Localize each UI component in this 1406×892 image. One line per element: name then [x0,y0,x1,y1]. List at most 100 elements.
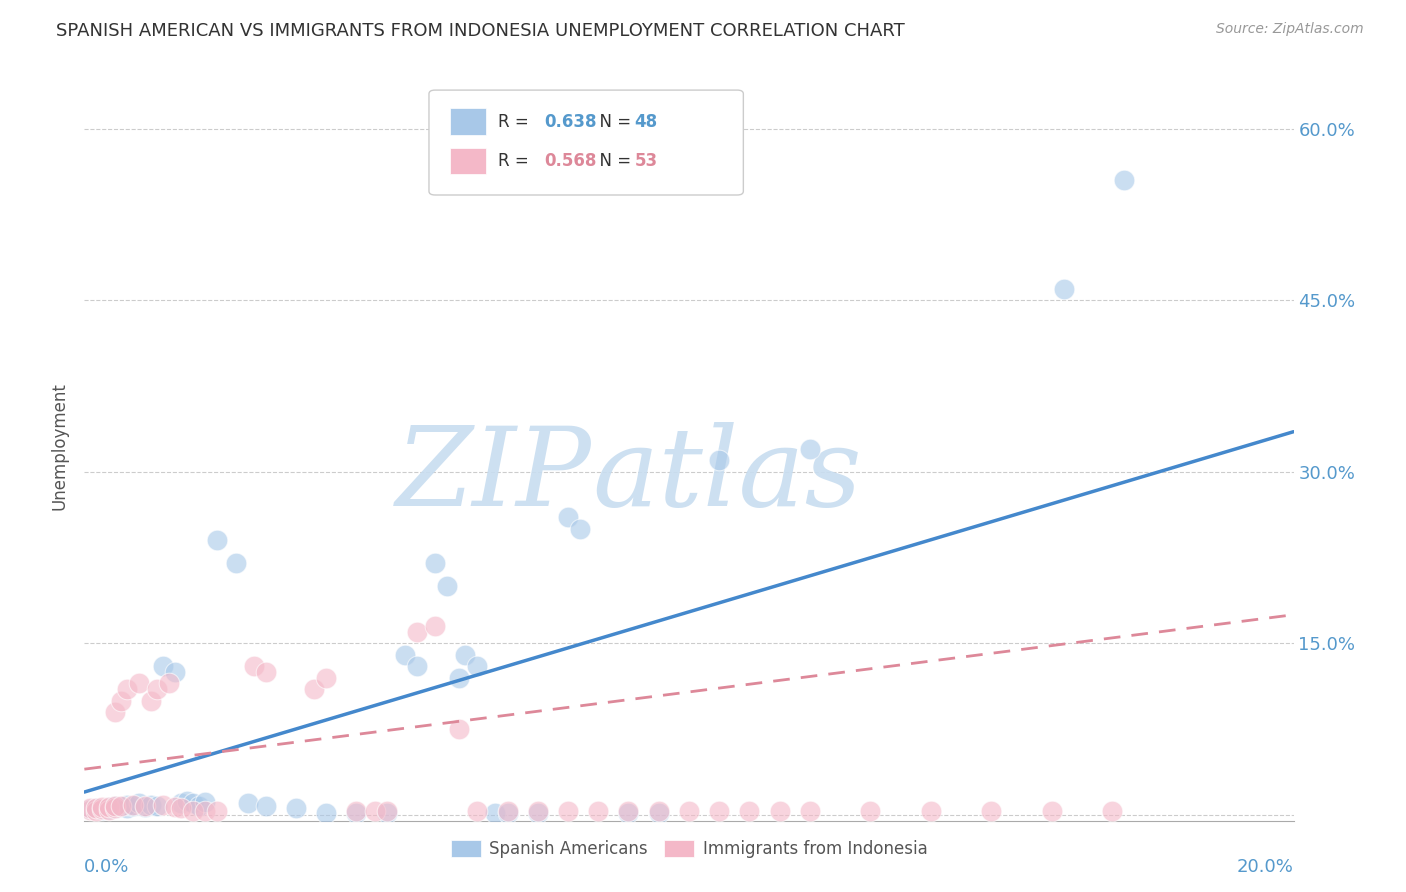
Point [375,805,398,820]
Point [1040,805,1063,819]
Point [648,805,671,820]
Point [375,805,398,819]
Text: atlas: atlas [592,422,862,530]
Point [207,533,229,548]
Point [86,801,108,815]
Point [97,800,120,814]
FancyBboxPatch shape [429,90,744,195]
Point [738,805,761,819]
Point [134,798,156,813]
Point [449,722,471,736]
Point [104,801,127,815]
Point [194,795,217,809]
Point [176,794,198,808]
Point [648,805,671,819]
Point [436,579,458,593]
Point [97,802,120,816]
Point [769,805,792,819]
Point [181,797,204,811]
Point [617,805,640,820]
Point [86,801,108,815]
Point [152,797,174,812]
Point [91,802,114,816]
Point [423,556,446,570]
Point [254,665,277,679]
Legend: Spanish Americans, Immigrants from Indonesia: Spanish Americans, Immigrants from Indon… [444,833,934,864]
Point [91,800,114,814]
Point [423,619,446,633]
Point [165,800,187,814]
Text: R =: R = [498,153,534,170]
Point [496,805,519,819]
Point [146,798,169,813]
Point [236,797,259,811]
Point [449,671,471,685]
Point [980,805,1002,819]
Point [254,798,277,813]
Point [139,797,162,812]
Point [363,805,385,819]
Point [170,801,193,815]
Point [467,659,489,673]
Point [128,797,150,811]
Text: R =: R = [498,112,534,130]
Point [104,798,127,813]
Point [134,800,156,814]
Text: ZIP: ZIP [396,422,592,530]
Point [859,805,882,819]
Point [146,682,169,697]
Point [79,803,101,817]
Point [346,805,368,820]
Point [709,453,731,467]
Point [225,556,247,570]
Text: N =: N = [589,153,636,170]
Point [1053,282,1076,296]
Point [527,805,550,820]
Point [170,797,193,811]
Point [121,798,143,813]
Point [91,803,114,817]
Text: SPANISH AMERICAN VS IMMIGRANTS FROM INDONESIA UNEMPLOYMENT CORRELATION CHART: SPANISH AMERICAN VS IMMIGRANTS FROM INDO… [56,22,905,40]
Point [86,805,108,819]
Y-axis label: Unemployment: Unemployment [51,382,69,510]
Point [484,805,506,820]
Point [557,510,579,524]
Point [302,682,325,697]
Point [97,803,120,817]
Point [346,805,368,819]
Point [799,442,821,456]
Text: 0.0%: 0.0% [84,858,129,876]
Point [454,648,477,662]
Point [527,805,550,819]
Point [104,801,127,815]
Point [557,805,579,819]
Point [157,676,180,690]
Point [194,805,217,819]
Text: N =: N = [589,112,636,130]
Point [467,805,489,819]
Point [165,665,187,679]
Point [709,805,731,819]
Point [406,624,429,639]
Point [315,671,337,685]
Point [188,798,211,813]
FancyBboxPatch shape [450,109,486,135]
Point [104,705,127,719]
Point [207,805,229,819]
Text: 48: 48 [634,112,658,130]
Point [79,801,101,815]
Text: 20.0%: 20.0% [1237,858,1294,876]
Point [110,693,132,707]
Point [588,805,610,819]
Point [617,805,640,819]
Point [678,805,700,819]
Point [406,659,429,673]
Point [181,805,204,819]
Text: Source: ZipAtlas.com: Source: ZipAtlas.com [1216,22,1364,37]
Point [79,802,101,816]
Point [1101,805,1123,819]
Point [285,801,308,815]
Point [315,805,337,820]
Point [110,800,132,814]
Point [394,648,416,662]
